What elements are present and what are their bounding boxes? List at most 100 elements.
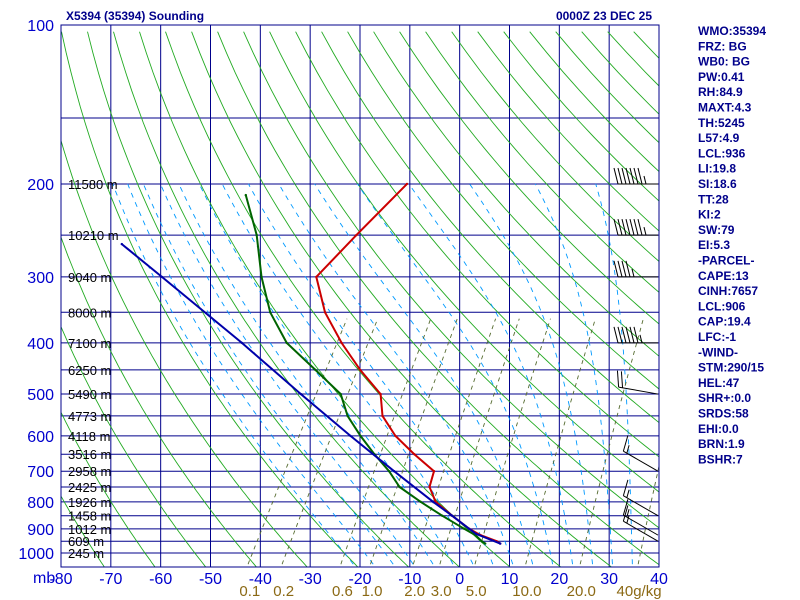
dry-adiabat [0, 32, 3, 567]
dewpoint-point [419, 500, 422, 503]
sounding-profiles [120, 182, 502, 545]
stability-index: PW:0.41 [698, 70, 745, 84]
stability-index: MAXT:4.3 [698, 101, 752, 115]
temperature-point [379, 392, 382, 396]
moist-adiabat [314, 183, 534, 565]
moist-adiabat [142, 183, 394, 565]
temperature-point [340, 341, 343, 345]
dry-adiabat [425, 31, 659, 293]
stability-index: HEL:47 [698, 376, 740, 390]
stability-index: TT:28 [698, 192, 729, 206]
wind-barb-feather [613, 260, 619, 278]
wind-barb [622, 479, 659, 517]
stability-index: STM:290/15 [698, 361, 764, 375]
stability-index: BSHR:7 [698, 452, 743, 466]
dewpoint-profile [244, 194, 486, 545]
stability-index: -PARCEL- [698, 254, 754, 268]
parcel-point [468, 527, 471, 530]
axis-labels: 0.1 0.2 0.6 1.0 2.0 3.0 5.0 10.0 20.0 40g/kg10020… [18, 18, 668, 600]
dewpoint-point [398, 485, 401, 489]
wind-barb [613, 326, 658, 344]
pressure-tick-label: 400 [27, 336, 54, 353]
temperature-tick-label: -70 [99, 571, 122, 588]
wind-barb-feather [613, 218, 619, 236]
wind-barb-feather [633, 326, 639, 344]
wind-barb-half-feather [631, 268, 635, 278]
wind-barb [613, 218, 658, 236]
dry-adiabat [451, 31, 659, 262]
pressure-tick-label: 900 [27, 522, 54, 539]
wind-barb-feather [621, 326, 627, 344]
wind-barb-feather [625, 260, 631, 278]
mixing-ratio-label: 0.2 [273, 583, 294, 600]
dewpoint-point [463, 527, 466, 530]
wind-barb-feather [617, 167, 623, 185]
stability-index: EHI:0.0 [698, 422, 739, 436]
pressure-tick-label: 700 [27, 464, 54, 481]
temperature-point [405, 182, 409, 186]
dewpoint-point [441, 514, 444, 517]
wind-barb-feather [613, 326, 619, 344]
mixing-ratio-label: 0.6 [332, 583, 353, 600]
wind-barb-feather [625, 326, 631, 344]
dry-adiabat [269, 31, 659, 493]
wind-barb-staff [623, 514, 659, 536]
wind-barb-staff [623, 520, 659, 542]
stability-index: WB0: BG [698, 55, 750, 69]
pressure-tick-label: 600 [27, 429, 54, 446]
wind-barb-staff [618, 386, 659, 395]
stability-index: WMO:35394 [698, 24, 766, 38]
parcel-point [299, 392, 303, 396]
height-label: 2425 m [68, 480, 111, 495]
parcel-point [431, 500, 435, 503]
dewpoint-point [484, 542, 487, 545]
moist-adiabat [159, 183, 414, 565]
wind-barb [613, 260, 658, 278]
height-label: 6250 m [68, 363, 111, 378]
moist-adiabat [357, 183, 554, 565]
wind-barb-feather [629, 167, 635, 185]
wind-barb-feather [622, 479, 629, 496]
wind-barb-feather [622, 435, 629, 452]
mixing-ratio-line [370, 318, 458, 565]
dewpoint-point [387, 470, 391, 473]
temperature-tick-label: -10 [398, 571, 421, 588]
wind-barbs [613, 167, 659, 542]
dry-adiabat [61, 139, 308, 567]
dry-adiabat [347, 31, 659, 390]
wind-barb-feather [629, 326, 635, 344]
temperature-tick-label: -50 [199, 571, 222, 588]
height-label: 11580 m [68, 177, 118, 192]
dry-adiabat [61, 325, 207, 567]
temperature-point [432, 470, 436, 473]
wind-barb-feather [613, 167, 619, 185]
station-title: X5394 (35394) Sounding [66, 9, 204, 23]
wind-barb-half-feather [643, 226, 647, 236]
wind-barb-feather [637, 218, 643, 236]
mixing-ratio-label: 3.0 [431, 583, 452, 600]
wind-barb-feather [625, 167, 631, 185]
dewpoint-point [359, 434, 362, 438]
temperature-point [323, 311, 327, 314]
dry-adiabat [217, 31, 659, 566]
dry-adiabat [87, 31, 409, 567]
parcel-point [120, 242, 124, 246]
height-label: 1458 m [68, 509, 111, 524]
wind-barb-feather [622, 499, 629, 516]
moist-adiabat [221, 183, 474, 565]
stability-index: -WIND- [698, 345, 738, 359]
wind-barb-feather [621, 167, 627, 185]
pressure-tick-label: 200 [27, 177, 54, 194]
dry-adiabat [243, 31, 659, 529]
dewpoint-point [339, 392, 342, 396]
stability-index: SHR+:0.0 [698, 391, 751, 405]
dry-adiabat [139, 31, 511, 567]
stability-index: CAP:19.4 [698, 315, 751, 329]
wind-barb-feather [637, 167, 643, 185]
mixing-ratio-label: 5.0 [466, 583, 487, 600]
pressure-tick-label: 300 [27, 270, 54, 287]
dry-adiabat [165, 31, 561, 567]
wind-barb [616, 370, 659, 395]
height-label: 1012 m [68, 522, 111, 537]
